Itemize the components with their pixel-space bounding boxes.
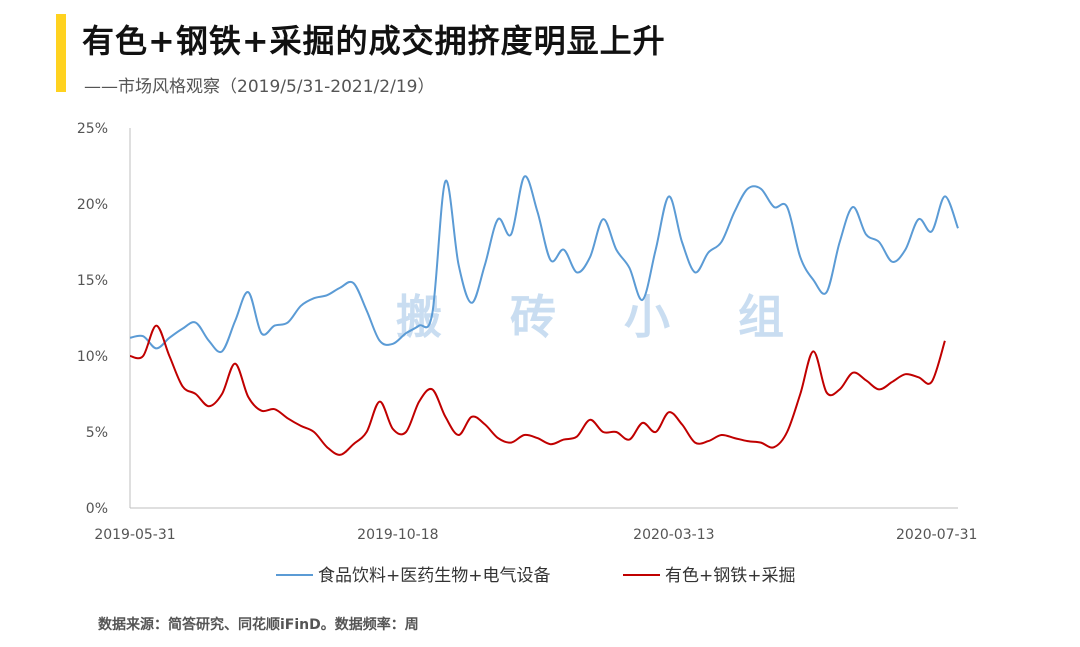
y-tick-label: 10% (77, 349, 108, 365)
y-tick-label: 5% (86, 425, 108, 441)
y-tick-label: 15% (77, 273, 108, 289)
y-tick-label: 25% (77, 121, 108, 137)
title-accent-bar (56, 14, 66, 92)
source-note: 数据来源：简答研究、同花顺iFinD。数据频率：周 (98, 617, 419, 633)
x-tick-labels: 2019-05-31 2019-10-18 2020-03-13 2020-07-31… (94, 527, 977, 543)
y-tick-labels: 0% 5% 10% 15% 20% 25% (77, 121, 108, 517)
y-tick-label: 20% (77, 197, 108, 213)
legend: 食品饮料+医药生物+电气设备 有色+钢铁+采掘 (276, 566, 796, 586)
series-lines (129, 175, 959, 456)
x-tick-label: 2019-10-18 (357, 527, 438, 543)
chart-subtitle: ——市场风格观察（2019/5/31-2021/2/19） (84, 77, 435, 97)
legend-label-series-1: 食品饮料+医药生物+电气设备 (318, 566, 551, 586)
watermark-text: 搬 砖 小 组 (396, 290, 810, 344)
x-tick-label: 2020-07-31 (896, 527, 977, 543)
x-tick-label: 2019-05-31 (94, 527, 175, 543)
y-tick-label: 0% (86, 501, 108, 517)
x-tick-label: 2020-03-13 (633, 527, 714, 543)
series-line-1 (129, 175, 959, 354)
series-line-2 (129, 324, 946, 456)
axes (129, 128, 958, 509)
chart-title: 有色+钢铁+采掘的成交拥挤度明显上升 (82, 22, 666, 60)
legend-label-series-2: 有色+钢铁+采掘 (665, 566, 796, 586)
